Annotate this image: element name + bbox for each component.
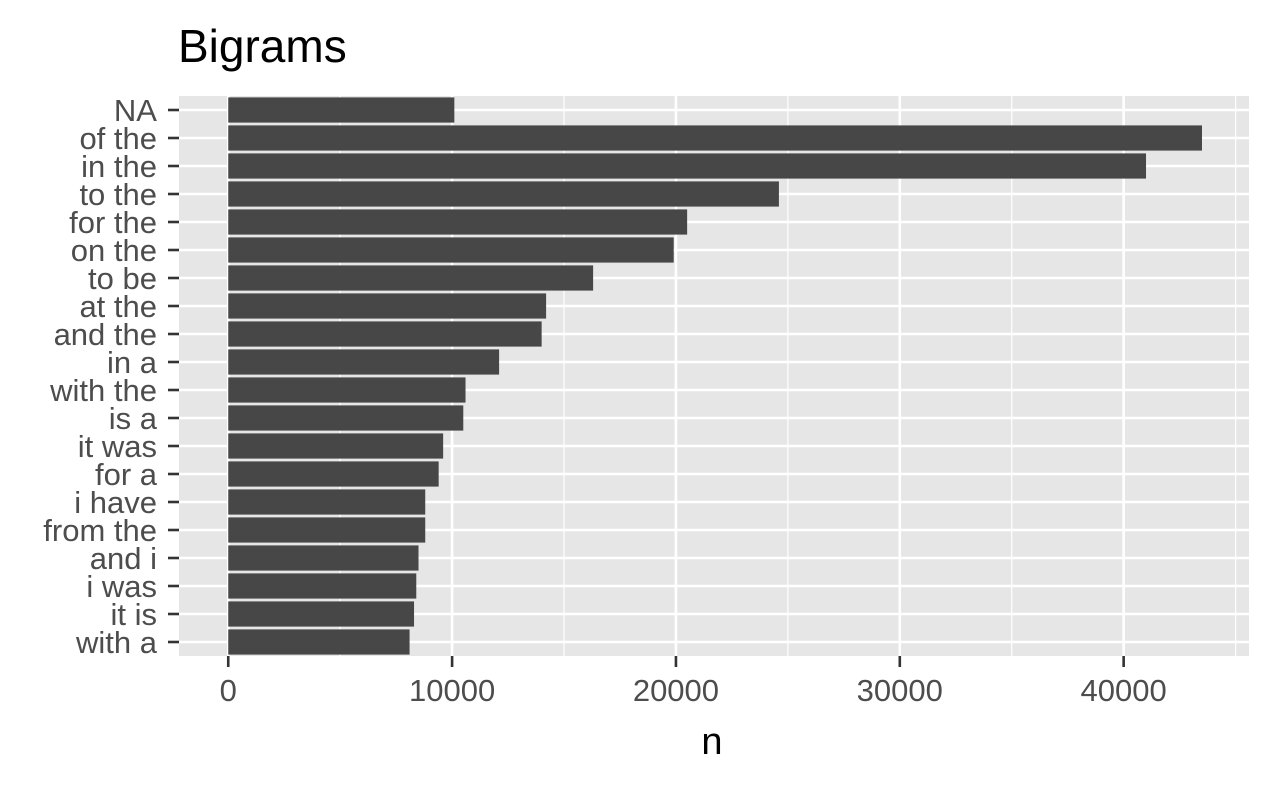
y-tick-label: i was [86, 569, 157, 604]
x-axis-title: n [701, 721, 722, 763]
y-tick-label: is a [109, 401, 158, 436]
y-tick-label: for a [95, 457, 158, 492]
x-tick-label: 0 [220, 673, 237, 708]
bar-from-the [228, 517, 426, 543]
y-tick-label: it was [78, 429, 157, 464]
x-tick-label: 20000 [633, 673, 719, 708]
y-tick-label: NA [114, 93, 157, 128]
y-tick-label: with the [49, 373, 157, 408]
bar-on-the [228, 237, 674, 263]
bar-to-be [228, 265, 594, 291]
y-tick-label: with a [75, 625, 158, 660]
y-tick-label: i have [74, 485, 157, 520]
bar-na [228, 97, 455, 123]
y-tick-label: and the [54, 317, 157, 352]
bar-to-the [228, 181, 779, 207]
x-tick-label: 30000 [857, 673, 943, 708]
bar-i-was [228, 573, 417, 599]
bar-and-i [228, 545, 419, 571]
bar-for-the [228, 209, 688, 235]
bar-in-the [228, 153, 1147, 179]
y-tick-label: of the [79, 121, 157, 156]
bar-for-a [228, 461, 439, 487]
x-axis: 0 10000 20000 30000 40000 [220, 656, 1167, 708]
bar-is-a [228, 405, 464, 431]
bar-in-a [228, 349, 500, 375]
y-tick-label: to the [79, 177, 157, 212]
major-gridlines [179, 96, 1249, 656]
plot-panel [179, 96, 1249, 656]
bar-and-the [228, 321, 542, 347]
y-tick-label: on the [71, 233, 157, 268]
y-tick-label: in the [81, 149, 157, 184]
bar-with-a [228, 629, 410, 655]
y-tick-label: and i [90, 541, 157, 576]
chart-title: Bigrams [178, 20, 347, 72]
bars-group [228, 97, 1202, 655]
bar-it-was [228, 433, 444, 459]
y-tick-label: it is [111, 597, 158, 632]
bar-at-the [228, 293, 547, 319]
bar-with-the [228, 377, 466, 403]
y-tick-label: for the [69, 205, 157, 240]
bar-of-the [228, 125, 1202, 151]
y-tick-label: in a [107, 345, 158, 380]
y-tick-label: from the [43, 513, 157, 548]
bar-it-is [228, 601, 415, 627]
x-tick-label: 10000 [409, 673, 495, 708]
x-tick-label: 40000 [1081, 673, 1167, 708]
y-tick-label: to be [88, 261, 157, 296]
bar-i-have [228, 489, 426, 515]
y-tick-label: at the [79, 289, 157, 324]
